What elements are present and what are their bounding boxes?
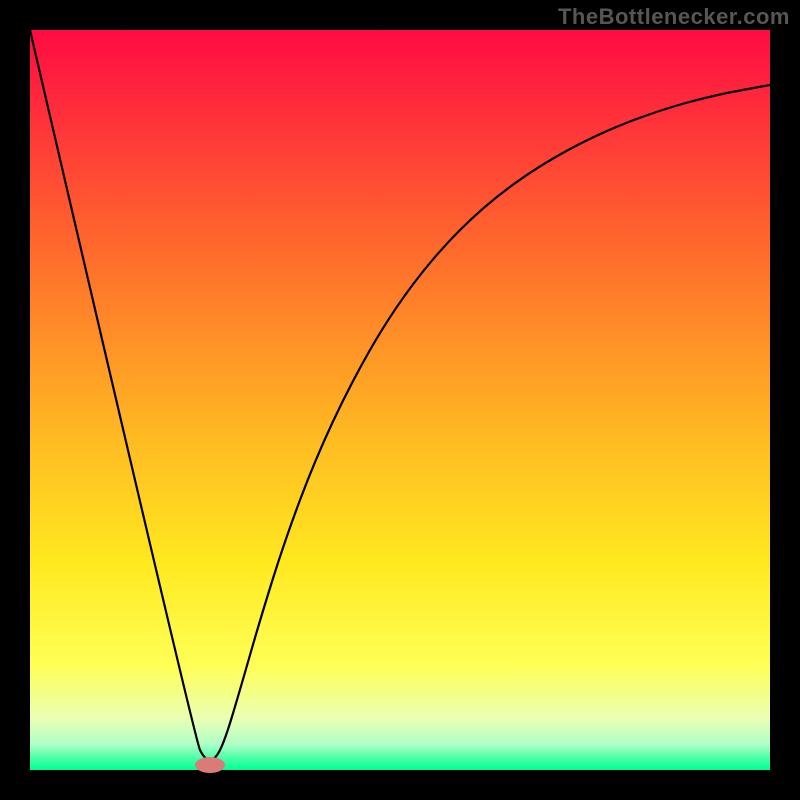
bottleneck-curve — [30, 30, 770, 760]
chart-container: TheBottlenecker.com — [0, 0, 800, 800]
optimal-marker — [195, 757, 225, 773]
curve-layer — [0, 0, 800, 800]
